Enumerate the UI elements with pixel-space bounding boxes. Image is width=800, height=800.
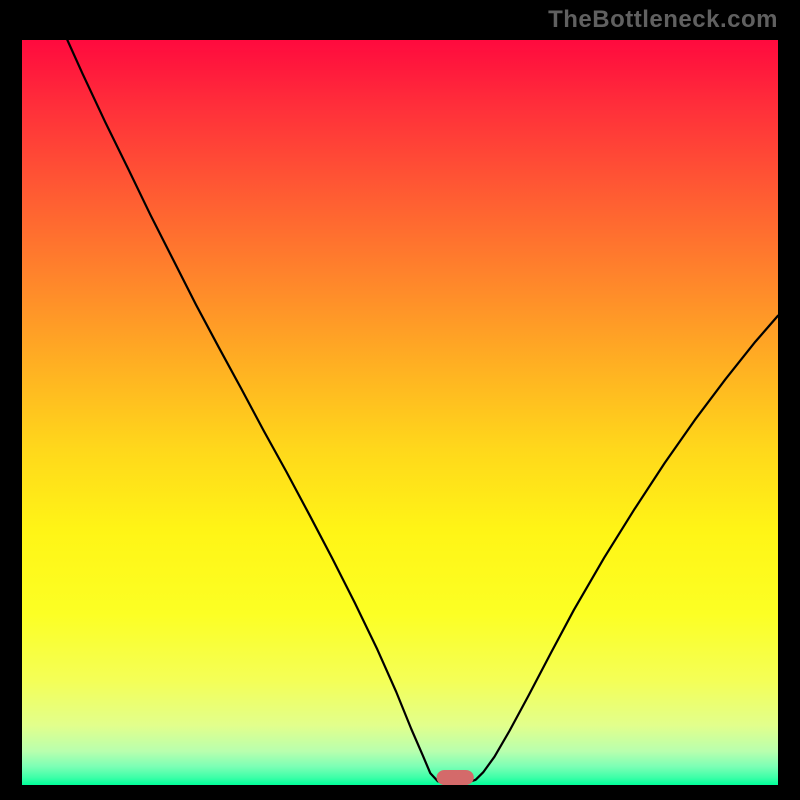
bottleneck-curve-chart [22, 40, 778, 785]
plot-area [22, 40, 778, 785]
watermark-text: TheBottleneck.com [548, 6, 778, 34]
chart-frame: TheBottleneck.com [0, 0, 800, 800]
gradient-background [22, 40, 778, 785]
optimal-marker [437, 770, 473, 784]
